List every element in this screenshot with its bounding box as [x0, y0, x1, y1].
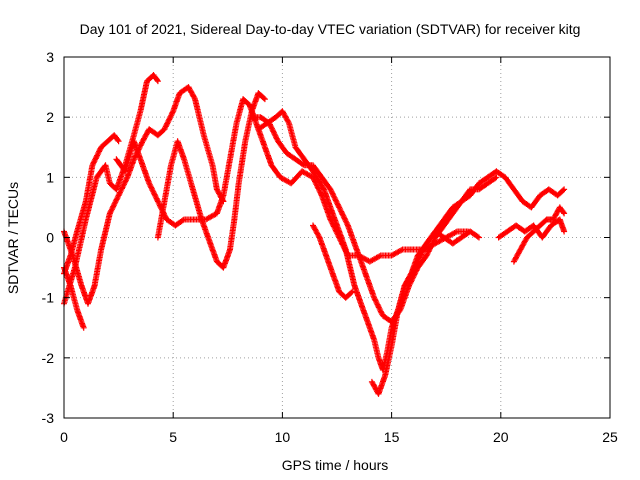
- data-points: [61, 72, 568, 397]
- x-tick-label: 25: [602, 429, 618, 445]
- x-tick-label: 0: [60, 429, 68, 445]
- axis-ticks: 0 5 10 15 20 25 -3 -2 -1 0 1 2 3: [42, 49, 618, 445]
- y-tick-label: -2: [42, 350, 55, 366]
- series-sat-l: [495, 216, 568, 241]
- y-axis-label: SDTVAR / TECUs: [5, 182, 21, 294]
- x-axis-label: GPS time / hours: [282, 457, 389, 473]
- series-sat-i: [310, 222, 356, 301]
- y-tick-label: 1: [46, 169, 54, 185]
- series-sat-e: [154, 90, 268, 271]
- chart-title: Day 101 of 2021, Sidereal Day-to-day VTE…: [80, 21, 581, 37]
- x-tick-label: 20: [493, 429, 509, 445]
- series-sat-k: [510, 204, 568, 265]
- y-tick-label: 0: [46, 230, 54, 246]
- x-tick-label: 15: [384, 429, 400, 445]
- x-tick-label: 10: [275, 429, 291, 445]
- series-sat-j: [368, 228, 482, 397]
- y-tick-label: 3: [46, 49, 54, 65]
- y-tick-label: 2: [46, 109, 54, 125]
- x-tick-label: 5: [169, 429, 177, 445]
- y-tick-label: -1: [42, 290, 55, 306]
- y-tick-label: -3: [42, 410, 55, 426]
